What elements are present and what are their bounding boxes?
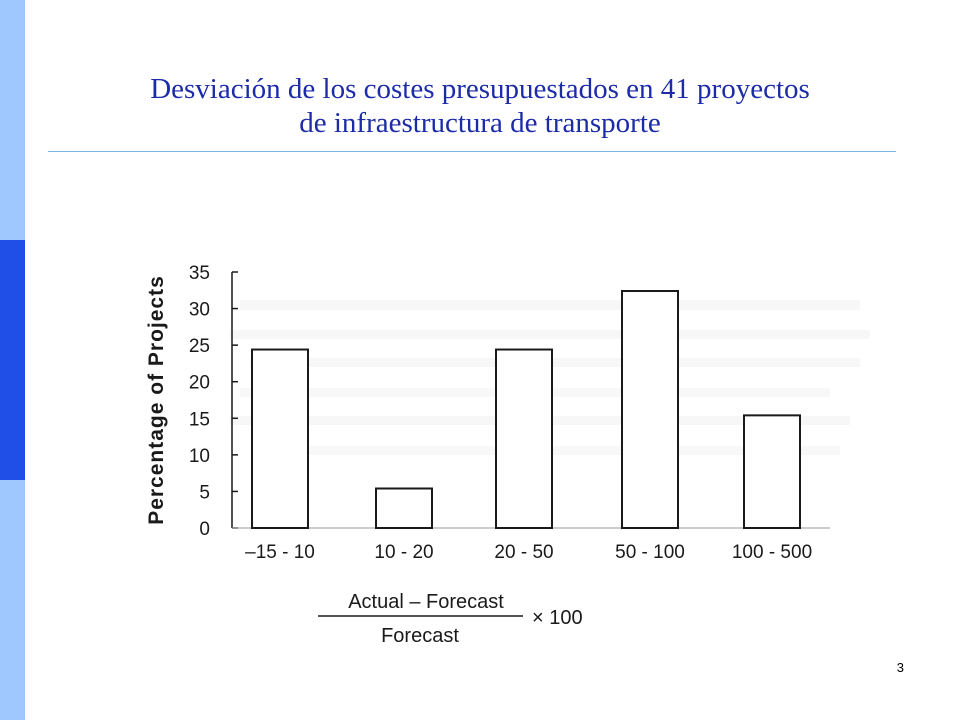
y-axis: 0 5 10 15 20 25 30 35 <box>189 263 238 540</box>
x-tick-label: 10 - 20 <box>374 542 433 563</box>
x-axis-label-numerator: Actual – Forecast <box>348 591 504 613</box>
slide-title-line2: de infraestructura de transporte <box>299 107 661 139</box>
title-divider <box>48 151 896 152</box>
sidebar-segment-bottom <box>0 480 25 720</box>
y-tick-label: 35 <box>189 263 210 284</box>
y-tick-label: 25 <box>189 336 210 357</box>
bar-2 <box>375 487 433 530</box>
slide-title: Desviación de los costes presupuestados … <box>40 72 920 140</box>
x-axis: –15 - 10 10 - 20 20 - 50 50 - 100 100 - 500 <box>245 542 812 563</box>
y-tick-label: 5 <box>199 482 210 503</box>
x-axis-label-multiplier: × 100 <box>532 607 583 629</box>
bar-3 <box>495 348 553 529</box>
x-tick-label: 20 - 50 <box>494 542 553 563</box>
x-axis-label-denominator: Forecast <box>381 625 459 647</box>
y-tick-label: 15 <box>189 409 210 430</box>
sidebar-segment-middle <box>0 240 25 480</box>
x-axis-label: Actual – Forecast Forecast × 100 <box>318 591 583 647</box>
y-tick-label: 10 <box>189 446 210 467</box>
bar-1 <box>251 348 309 529</box>
y-tick-label: 30 <box>189 300 210 321</box>
y-tick-label: 0 <box>199 519 210 540</box>
x-tick-label: 100 - 500 <box>732 542 812 563</box>
x-tick-label: 50 - 100 <box>615 542 685 563</box>
x-tick-label: –15 - 10 <box>245 542 315 563</box>
sidebar-segment-top <box>0 0 25 240</box>
y-tick-label: 20 <box>189 373 210 394</box>
slide-title-line1: Desviación de los costes presupuestados … <box>150 73 810 105</box>
bar-5 <box>743 414 801 529</box>
page-number: 3 <box>896 660 904 675</box>
bar-4 <box>621 290 679 530</box>
y-axis-label: Percentage of Projects <box>145 275 168 525</box>
bars <box>232 290 830 530</box>
